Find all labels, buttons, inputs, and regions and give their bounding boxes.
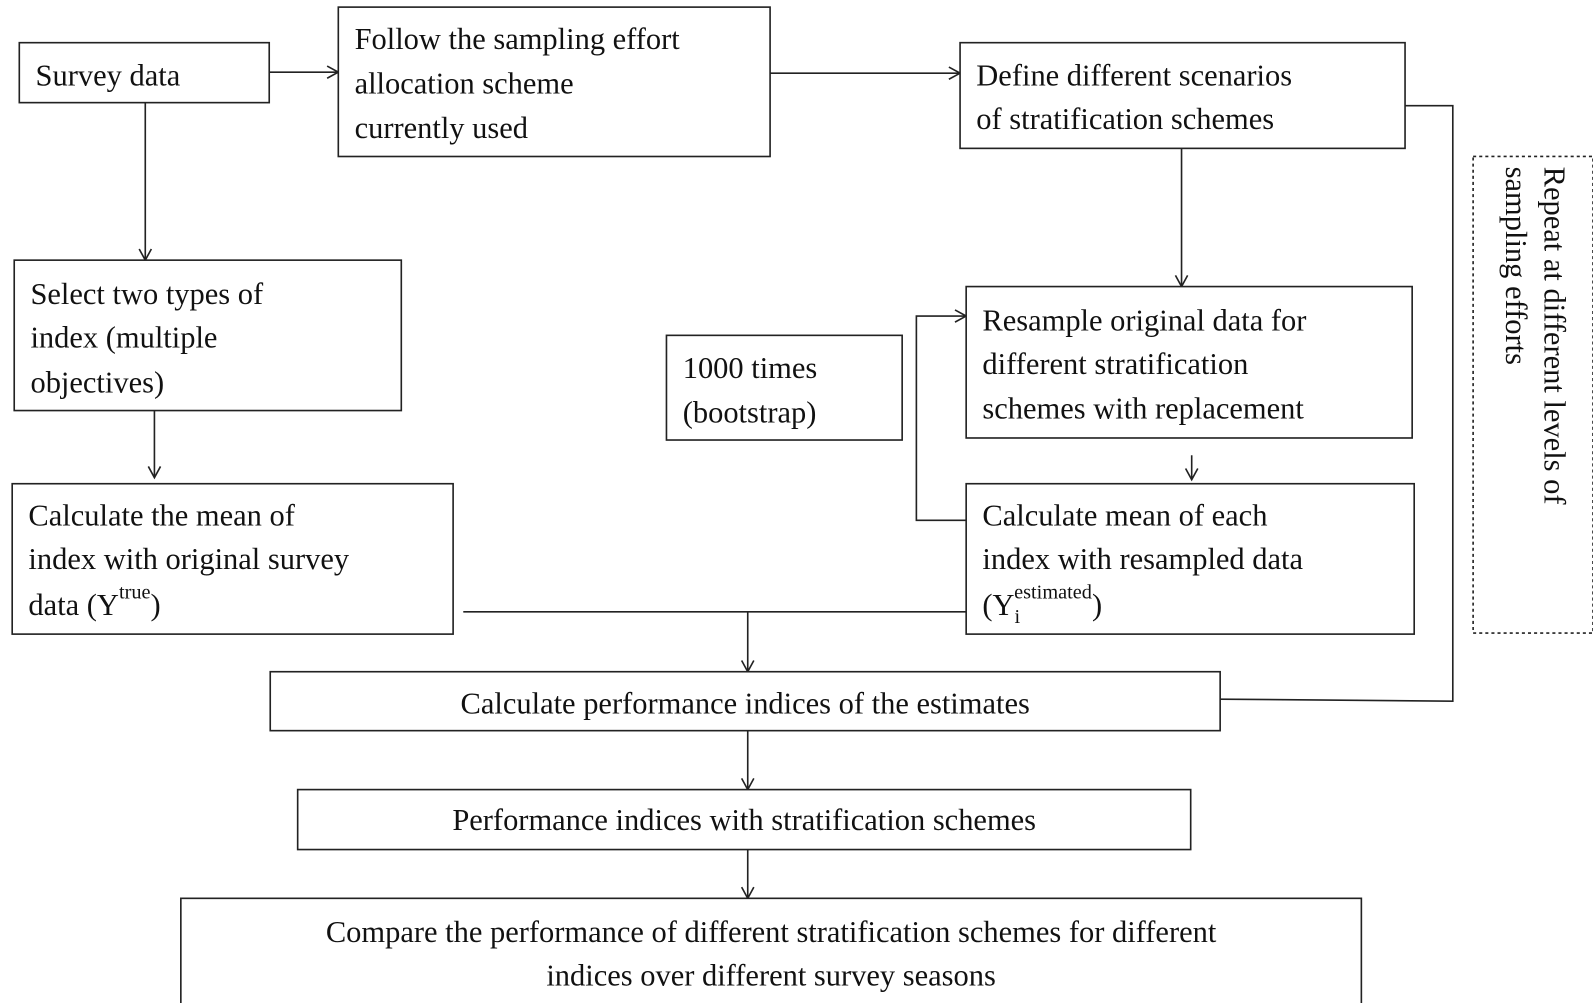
- node-box: [337, 6, 771, 158]
- node-text: currently used: [355, 111, 528, 145]
- node: Compare the performance of different str…: [180, 897, 1363, 1003]
- formula-sub: i: [1015, 606, 1021, 628]
- node-text: index (multiple: [30, 321, 217, 355]
- node: Calculate the mean of index with original…: [11, 482, 454, 635]
- node-text: Performance indices with stratification …: [452, 803, 1036, 837]
- formula-text: ): [151, 588, 161, 622]
- node-text: index with resampled data: [982, 542, 1303, 576]
- node-box: [965, 285, 1413, 439]
- node-text: sampling efforts: [1499, 167, 1533, 365]
- node-box: [965, 482, 1416, 635]
- node: Select two types of index (multiple object…: [13, 259, 403, 412]
- node-text: allocation scheme: [355, 66, 574, 100]
- node-text: Resample original data for: [982, 303, 1306, 337]
- node-text: Select two types of: [30, 277, 264, 311]
- node-text: Repeat at different levels of: [1537, 167, 1571, 506]
- formula-text: (Y: [982, 588, 1014, 622]
- node-text: Follow the sampling effort: [355, 22, 681, 56]
- loop-arrow: [915, 309, 968, 522]
- formula-sup: estimated: [1014, 582, 1092, 604]
- node-text: 1000 times: [683, 351, 818, 385]
- node: Survey data: [18, 41, 271, 104]
- repeat-line: [1220, 104, 1454, 703]
- formula-sup: true: [119, 582, 151, 604]
- node-formula: data (Ytrue): [28, 582, 160, 622]
- node-text: Calculate the mean of: [28, 498, 295, 532]
- node: Define different scenarios of stratificat…: [959, 41, 1406, 150]
- node-text: index with original survey: [28, 542, 349, 576]
- node-text: (bootstrap): [683, 396, 817, 430]
- node-text: Define different scenarios: [976, 58, 1292, 92]
- node: Resample original data for different stra…: [965, 285, 1413, 439]
- node-text: objectives): [30, 365, 164, 399]
- node-box: [11, 482, 454, 635]
- node-text: schemes with replacement: [982, 392, 1304, 426]
- connectors: [138, 65, 1454, 901]
- node-box: [269, 670, 1221, 732]
- node-box: [1472, 155, 1593, 634]
- node: 1000 times (bootstrap): [665, 334, 903, 441]
- node-box: [296, 788, 1192, 851]
- node-box: [665, 334, 903, 441]
- node-text: Survey data: [36, 58, 181, 92]
- formula-text: ): [1092, 588, 1102, 622]
- node-text: different stratification: [982, 347, 1248, 381]
- node-box: [959, 41, 1406, 150]
- node-text: Compare the performance of different str…: [326, 915, 1217, 949]
- node: Calculate performance indices of the est…: [269, 670, 1221, 732]
- node: Calculate mean of each index with resampl…: [965, 482, 1416, 635]
- node-text: Calculate mean of each: [982, 498, 1267, 532]
- formula-text: data (Y: [28, 588, 119, 622]
- node-formula: (Yiestimated): [982, 582, 1102, 628]
- node-box: [180, 897, 1363, 1003]
- node-box: [13, 259, 403, 412]
- node-text: Calculate performance indices of the est…: [461, 686, 1030, 720]
- node-box: [18, 41, 271, 104]
- node-text: indices over different survey seasons: [546, 959, 996, 993]
- node-text: of stratification schemes: [976, 102, 1274, 136]
- node: Follow the sampling effort allocation sch…: [337, 6, 771, 158]
- node: Performance indices with stratification …: [296, 788, 1192, 851]
